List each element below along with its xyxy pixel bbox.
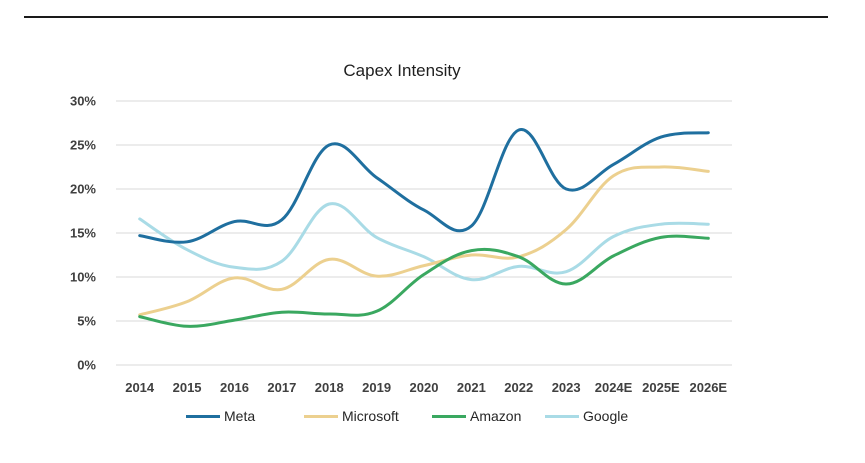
x-tick-label: 2023 [552,380,581,395]
x-tick-label: 2016 [220,380,249,395]
y-tick-label: 0% [77,358,96,373]
legend-label-meta: Meta [224,408,255,424]
series-line-google [138,202,710,282]
legend-label-google: Google [583,408,628,424]
x-axis-tick-labels: 2014 2015 2016 2017 2018 2019 2020 2021 2022 2023… [125,380,727,395]
top-divider [24,16,828,18]
series-lines [138,128,710,328]
x-tick-label: 2018 [315,380,344,395]
y-axis-tick-labels: 0% 5% 10% 15% 20% 25% 30% [70,94,96,373]
chart-title: Capex Intensity [343,61,461,80]
legend-label-microsoft: Microsoft [342,408,399,424]
x-tick-label: 2017 [267,380,296,395]
series-line-amazon [138,234,710,328]
series-line-microsoft [138,165,710,317]
x-tick-label: 2021 [457,380,486,395]
y-tick-label: 25% [70,138,96,153]
legend: Meta Microsoft Amazon Google [186,408,628,424]
gridlines [116,100,732,366]
x-tick-label: 2020 [410,380,439,395]
x-tick-label: 2024E [595,380,633,395]
x-tick-label: 2022 [504,380,533,395]
y-tick-label: 20% [70,182,96,197]
x-tick-label: 2019 [362,380,391,395]
x-tick-label: 2014 [125,380,155,395]
legend-label-amazon: Amazon [470,408,521,424]
x-tick-label: 2025E [642,380,680,395]
series-line-meta [138,128,710,244]
y-tick-label: 10% [70,270,96,285]
x-tick-label: 2026E [690,380,728,395]
y-tick-label: 30% [70,94,96,109]
y-tick-label: 15% [70,226,96,241]
y-tick-label: 5% [77,314,96,329]
x-tick-label: 2015 [173,380,202,395]
